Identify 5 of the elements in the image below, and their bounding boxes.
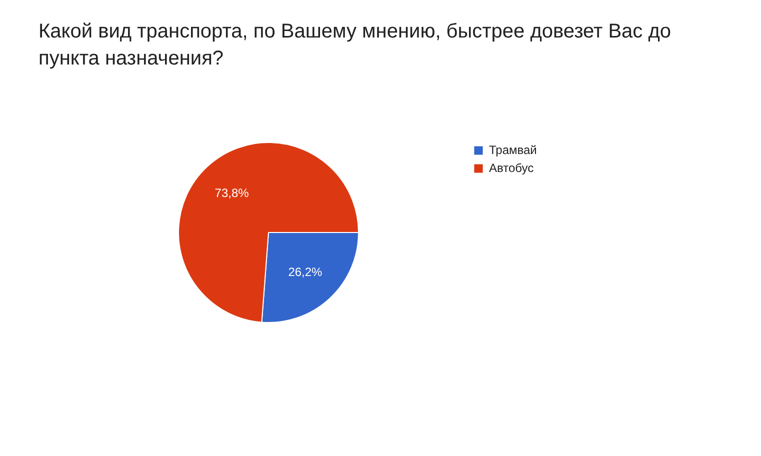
legend-label: Трамвай [489,143,537,157]
data-label: 26,2% [288,265,323,280]
legend-label: Автобус [489,161,534,175]
chart-title: Какой вид транспорта, по Вашему мнению, быстрее довезет Вас до пункта назначения? [38,20,672,70]
data-label: 73,8% [214,186,250,200]
